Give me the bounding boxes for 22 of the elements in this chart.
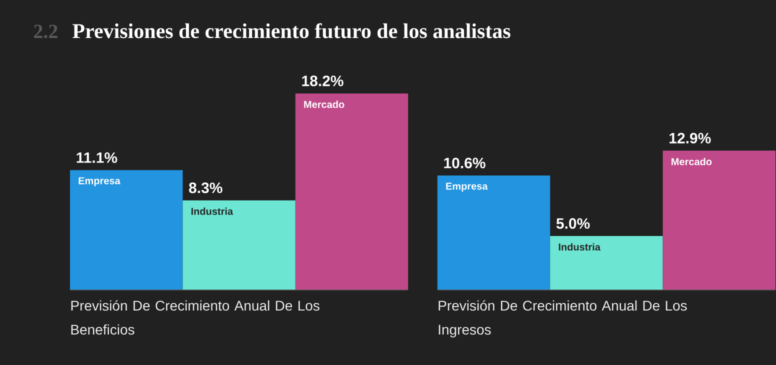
bar xyxy=(70,170,183,290)
text: Empresa xyxy=(446,182,488,192)
data-label: 8.3% xyxy=(189,182,222,194)
x-tick-label: Previsión De Crecimiento Anual De Los Ingresos xyxy=(438,300,687,338)
text: 2.2 xyxy=(34,24,58,38)
bar xyxy=(550,236,663,290)
bar xyxy=(295,93,408,290)
text: Mercado xyxy=(304,100,344,108)
series-label: Empresa xyxy=(78,177,120,186)
series-label: Mercado xyxy=(672,158,712,166)
chart-title: Previsiones de crecimiento futuro de los analistas xyxy=(72,23,510,38)
data-label: 11.1% xyxy=(76,152,118,163)
data-label: 5.0% xyxy=(556,218,590,229)
data-label: 18.2% xyxy=(302,76,344,86)
x-tick-label: Previsión De Crecimiento Anual De Los Beneficios xyxy=(71,300,320,335)
bar xyxy=(662,150,776,290)
data-label: 12.9% xyxy=(670,132,711,144)
bar xyxy=(182,200,296,290)
data-label: 10.6% xyxy=(444,158,486,168)
text: Industria xyxy=(558,243,600,251)
bar xyxy=(437,176,550,290)
series-label: Industria xyxy=(191,208,234,215)
